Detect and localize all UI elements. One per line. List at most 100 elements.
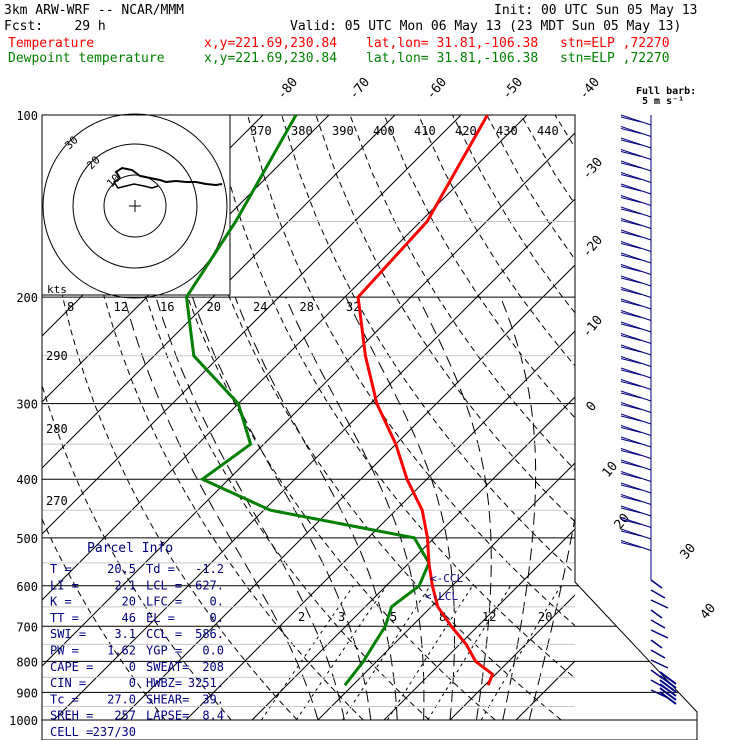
theta-side-label-0: 290: [46, 349, 68, 363]
hodograph-tick-8: 8: [67, 300, 74, 314]
isotherm--10: [251, 396, 575, 721]
barb-surface-3: [659, 683, 677, 697]
pressure-label-400: 400: [16, 473, 38, 487]
dry-adiabat-350: [315, 115, 575, 523]
hodograph-trace-start: [112, 177, 159, 189]
barb-flag-3: [620, 149, 652, 160]
hodograph-ring-outer: [42, 113, 228, 299]
parcel-cell-7-1: 0: [129, 676, 136, 690]
pressure-label-900: 900: [16, 686, 38, 700]
temperature-line: [356, 115, 495, 686]
moist-adiabat-12: [234, 296, 398, 721]
isotherm-label-30: 30: [678, 541, 700, 563]
legend-temperature-xy: x,y=221.69,230.84: [204, 36, 338, 51]
barb-surface-4: [659, 687, 677, 701]
barb-low-2: [650, 599, 669, 609]
parcel-cell-1-0: LI =: [50, 578, 79, 592]
theta-label-390: 390: [332, 124, 354, 138]
parcel-cell-4-0: SWI =: [50, 627, 86, 641]
parcel-cell-3-3: 0.: [210, 611, 224, 625]
forecast-hour: Fcst: 29 h: [4, 19, 106, 34]
parcel-cell-10-1: 237/30: [93, 725, 136, 739]
ccl-annotation-text: CCL: [443, 572, 463, 585]
init-time: Init: 00 UTC Sun 05 May 13: [494, 3, 698, 18]
parcel-cell-2-3: 0.: [210, 595, 224, 609]
barb-flag-12: [620, 252, 652, 264]
legend-temperature-latlon: lat,lon= 31.81,-106.38: [366, 36, 539, 51]
barb-feather-27: [620, 427, 642, 433]
barb-flag-29: [620, 448, 652, 459]
barb-low-6: [650, 639, 663, 649]
pressure-label-700: 700: [16, 620, 38, 634]
barb-feather-31: [620, 473, 642, 479]
mixing-ratio-label-12: 12: [482, 610, 496, 624]
dry-adiabat-450: [658, 115, 740, 720]
barb-low-1: [650, 589, 666, 599]
mixing-ratio-label-3: 3: [338, 610, 345, 624]
parcel-cell-5-0: PW =: [50, 644, 79, 658]
barb-feather-8: [620, 208, 642, 215]
barb-feather-13: [620, 266, 642, 272]
parcel-cell-5-1: 1.62: [107, 644, 136, 658]
barb-flag-28: [620, 436, 652, 448]
theta-label-400: 400: [373, 124, 395, 138]
isotherm--70: [42, 115, 462, 535]
parcel-cell-6-0: CAPE =: [50, 660, 93, 674]
theta-label-group: 370 380 390 400 410 420 430 440 290 280 270: [46, 124, 559, 508]
barb-feather-2: [620, 139, 642, 146]
dry-adiabat-430: [589, 115, 740, 720]
dry-adiabat-380: [417, 115, 575, 367]
barb-surface-1: [659, 675, 677, 689]
parcel-cell-9-0: SREH =: [50, 709, 93, 723]
barb-flag-2: [620, 137, 652, 149]
parcel-cell-2-1: 20: [122, 595, 136, 609]
barb-feather-5: [620, 174, 642, 180]
barb-feather-12: [620, 254, 642, 261]
parcel-cell-0-1: 20.5: [107, 562, 136, 576]
parcel-cell-6-2: SWEAT=: [146, 660, 189, 674]
barb-flag-32: [620, 482, 652, 494]
isotherm-label-10: 10: [600, 459, 622, 481]
valid-time: Valid: 05 UTC Mon 06 May 13 (23 MDT Sun …: [290, 19, 682, 34]
hodograph-tick-16: 16: [160, 300, 174, 314]
parcel-cell-2-2: LFC =: [146, 595, 182, 609]
barb-flag-16: [620, 298, 652, 310]
theta-label-430: 430: [496, 124, 518, 138]
barb-feather-15: [620, 289, 642, 295]
barb-flag-22: [620, 367, 652, 379]
isotherm-label--50: -50: [500, 75, 527, 103]
barb-flag-15: [620, 287, 652, 298]
barb-feather-20: [620, 346, 642, 353]
hodograph-tick-32: 32: [346, 300, 360, 314]
parcel-cell-6-3: 208: [202, 660, 224, 674]
barb-flag-9: [620, 218, 652, 229]
dry-adiabat-440: [623, 115, 740, 720]
isotherm--30: [119, 264, 575, 721]
theta-side-label-2: 270: [46, 494, 68, 508]
parcel-cell-3-2: EL =: [146, 611, 175, 625]
barb-feather-18: [620, 323, 642, 330]
isotherm--50: [42, 132, 575, 667]
barb-low-7: [650, 649, 666, 659]
dry-adiabat-460: [692, 115, 740, 720]
dry-adiabat-390: [452, 115, 575, 314]
barb-low-4: [650, 619, 666, 629]
barb-flag-24: [620, 390, 652, 402]
wind-barb-group: [620, 114, 677, 705]
pressure-label-500: 500: [16, 532, 38, 546]
moist-adiabat-28: [500, 296, 537, 721]
barb-legend-title: Full barb:: [636, 86, 696, 97]
barb-low-8: [650, 659, 669, 669]
isotherm-label-group: -80 -70 -60 -50 -40 -30 -20 -10 0 10 20 30 40: [275, 75, 720, 623]
barb-feather-6: [620, 185, 642, 192]
barb-flag-26: [620, 413, 652, 425]
pressure-label-1000: 1000: [9, 714, 38, 728]
parcel-cell-8-1: 27.0: [107, 692, 136, 706]
parcel-cell-9-1: 257: [114, 709, 136, 723]
isotherm-0: [317, 462, 575, 721]
moist-adiabat-16: [285, 296, 425, 721]
parcel-cell-3-1: 46: [122, 611, 136, 625]
parcel-cell-0-0: T =: [50, 562, 72, 576]
parcel-cell-9-3: 8.4: [202, 709, 224, 723]
isotherm-label--20: -20: [580, 233, 607, 261]
